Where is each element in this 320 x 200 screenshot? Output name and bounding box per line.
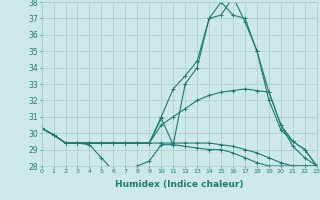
X-axis label: Humidex (Indice chaleur): Humidex (Indice chaleur) [115, 180, 244, 189]
